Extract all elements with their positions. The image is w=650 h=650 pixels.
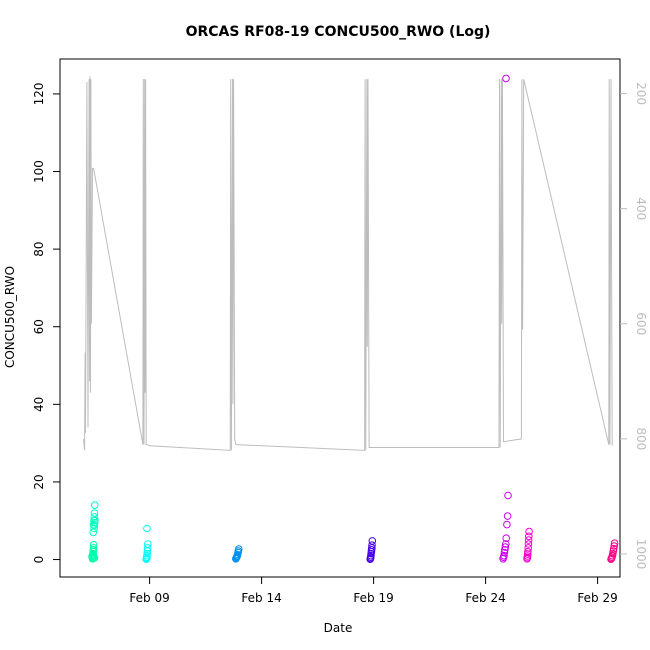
data-point: [501, 546, 509, 554]
y2-tick-label: 200: [634, 82, 648, 105]
data-point: [504, 491, 512, 500]
data-point: [502, 534, 511, 543]
y2-tick-label: 400: [634, 197, 648, 220]
data-point: [144, 540, 152, 548]
data-point: [503, 512, 512, 520]
y2-tick-label: 800: [634, 427, 648, 450]
data-points: [88, 74, 619, 564]
data-point: [610, 542, 619, 550]
altitude-line: [83, 76, 613, 451]
data-point: [89, 528, 97, 537]
data-point: [524, 548, 532, 556]
x-axis-label: Date: [324, 621, 353, 635]
y-tick-label: 0: [32, 556, 46, 564]
data-point: [90, 521, 99, 530]
data-point: [89, 520, 98, 529]
x-tick-label: Feb 24: [465, 591, 505, 605]
data-point: [502, 540, 510, 548]
data-point: [89, 541, 98, 549]
data-point: [90, 513, 99, 521]
data-point: [90, 501, 99, 510]
axes: 0 20 40 60 80 100 120 200 400 600 800 1000 Feb 09 Feb…: [32, 82, 648, 605]
y-tick-label: 60: [32, 319, 46, 334]
data-point: [235, 545, 243, 553]
x-tick-label: Feb 29: [577, 591, 617, 605]
data-point: [90, 553, 98, 562]
plot-frame: [59, 58, 621, 578]
data-point: [524, 536, 533, 544]
data-point: [143, 524, 151, 533]
data-point: [501, 543, 510, 551]
data-point: [90, 509, 99, 517]
y-tick-label: 40: [32, 397, 46, 412]
x-tick-label: Feb 09: [129, 591, 169, 605]
y-tick-label: 20: [32, 474, 46, 489]
data-point: [143, 544, 152, 552]
data-point: [143, 553, 151, 562]
x-tick-label: Feb 19: [353, 591, 393, 605]
data-point: [502, 74, 510, 83]
data-point: [500, 551, 508, 560]
data-point: [90, 554, 99, 562]
data-point: [609, 549, 617, 558]
data-point: [500, 548, 509, 557]
y-axis-label: CONCU500_RWO: [3, 266, 17, 368]
altitude-trace: [83, 76, 613, 451]
data-point: [503, 520, 511, 529]
plot-area: [59, 58, 621, 578]
data-point: [143, 549, 151, 558]
data-point: [524, 540, 533, 548]
data-point: [90, 516, 98, 525]
data-point: [525, 527, 533, 536]
data-point: [524, 544, 533, 552]
data-point: [610, 539, 619, 548]
y-tick-label: 80: [32, 241, 46, 256]
y-tick-label: 100: [32, 160, 46, 183]
x-tick-label: Feb 14: [241, 591, 281, 605]
y-tick-label: 120: [32, 82, 46, 105]
data-point: [368, 537, 377, 545]
data-point: [90, 524, 98, 533]
y2-tick-label: 1000: [634, 539, 648, 570]
chart-title: ORCAS RF08-19 CONCU500_RWO (Log): [186, 24, 491, 40]
data-point: [525, 532, 533, 541]
y2-tick-label: 600: [634, 312, 648, 335]
data-point: [368, 541, 376, 550]
data-point: [609, 544, 618, 553]
